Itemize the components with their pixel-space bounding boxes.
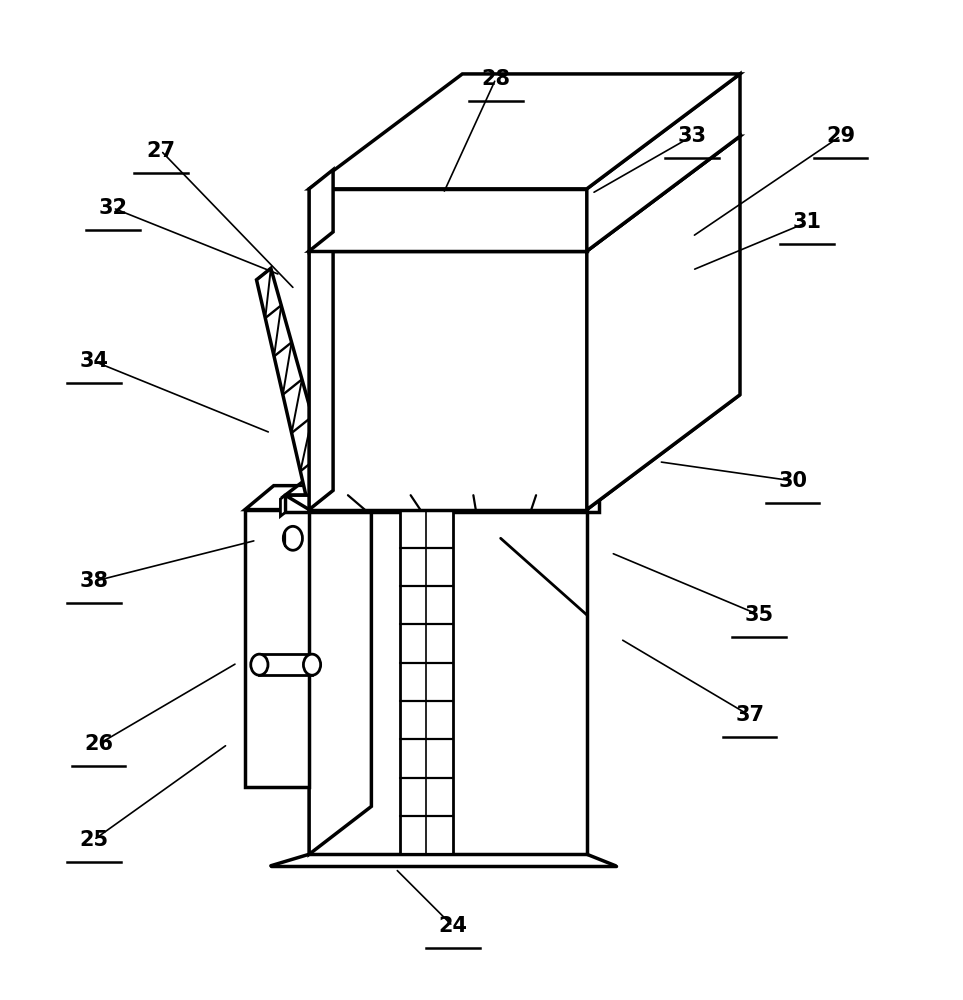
Text: 37: 37 — [735, 705, 764, 725]
Ellipse shape — [283, 526, 302, 550]
Text: 25: 25 — [79, 830, 108, 850]
Polygon shape — [309, 170, 333, 251]
Polygon shape — [586, 74, 740, 251]
Text: 30: 30 — [778, 471, 807, 491]
Polygon shape — [400, 510, 453, 854]
Polygon shape — [586, 395, 740, 510]
Polygon shape — [285, 495, 599, 510]
Text: 26: 26 — [84, 734, 113, 754]
Polygon shape — [309, 462, 372, 854]
Text: 29: 29 — [826, 126, 855, 146]
Text: 33: 33 — [678, 126, 707, 146]
Polygon shape — [259, 654, 312, 675]
Polygon shape — [309, 74, 740, 189]
Ellipse shape — [303, 654, 321, 675]
Polygon shape — [309, 136, 740, 251]
Polygon shape — [309, 232, 333, 510]
Polygon shape — [309, 462, 649, 510]
Polygon shape — [586, 136, 740, 510]
Polygon shape — [285, 495, 599, 512]
Text: 27: 27 — [146, 141, 175, 161]
Polygon shape — [245, 510, 309, 787]
Text: 38: 38 — [79, 571, 108, 591]
Ellipse shape — [250, 654, 268, 675]
Text: 31: 31 — [793, 212, 821, 232]
Polygon shape — [309, 189, 586, 251]
Polygon shape — [400, 486, 483, 510]
Text: 32: 32 — [98, 198, 127, 218]
Polygon shape — [309, 251, 586, 510]
Polygon shape — [309, 510, 586, 854]
Text: 34: 34 — [79, 351, 108, 371]
Text: 35: 35 — [744, 605, 773, 625]
Polygon shape — [256, 268, 333, 510]
Polygon shape — [280, 495, 285, 516]
Text: 24: 24 — [438, 916, 467, 936]
Text: 28: 28 — [482, 69, 510, 89]
Polygon shape — [245, 486, 338, 510]
Polygon shape — [285, 447, 661, 495]
